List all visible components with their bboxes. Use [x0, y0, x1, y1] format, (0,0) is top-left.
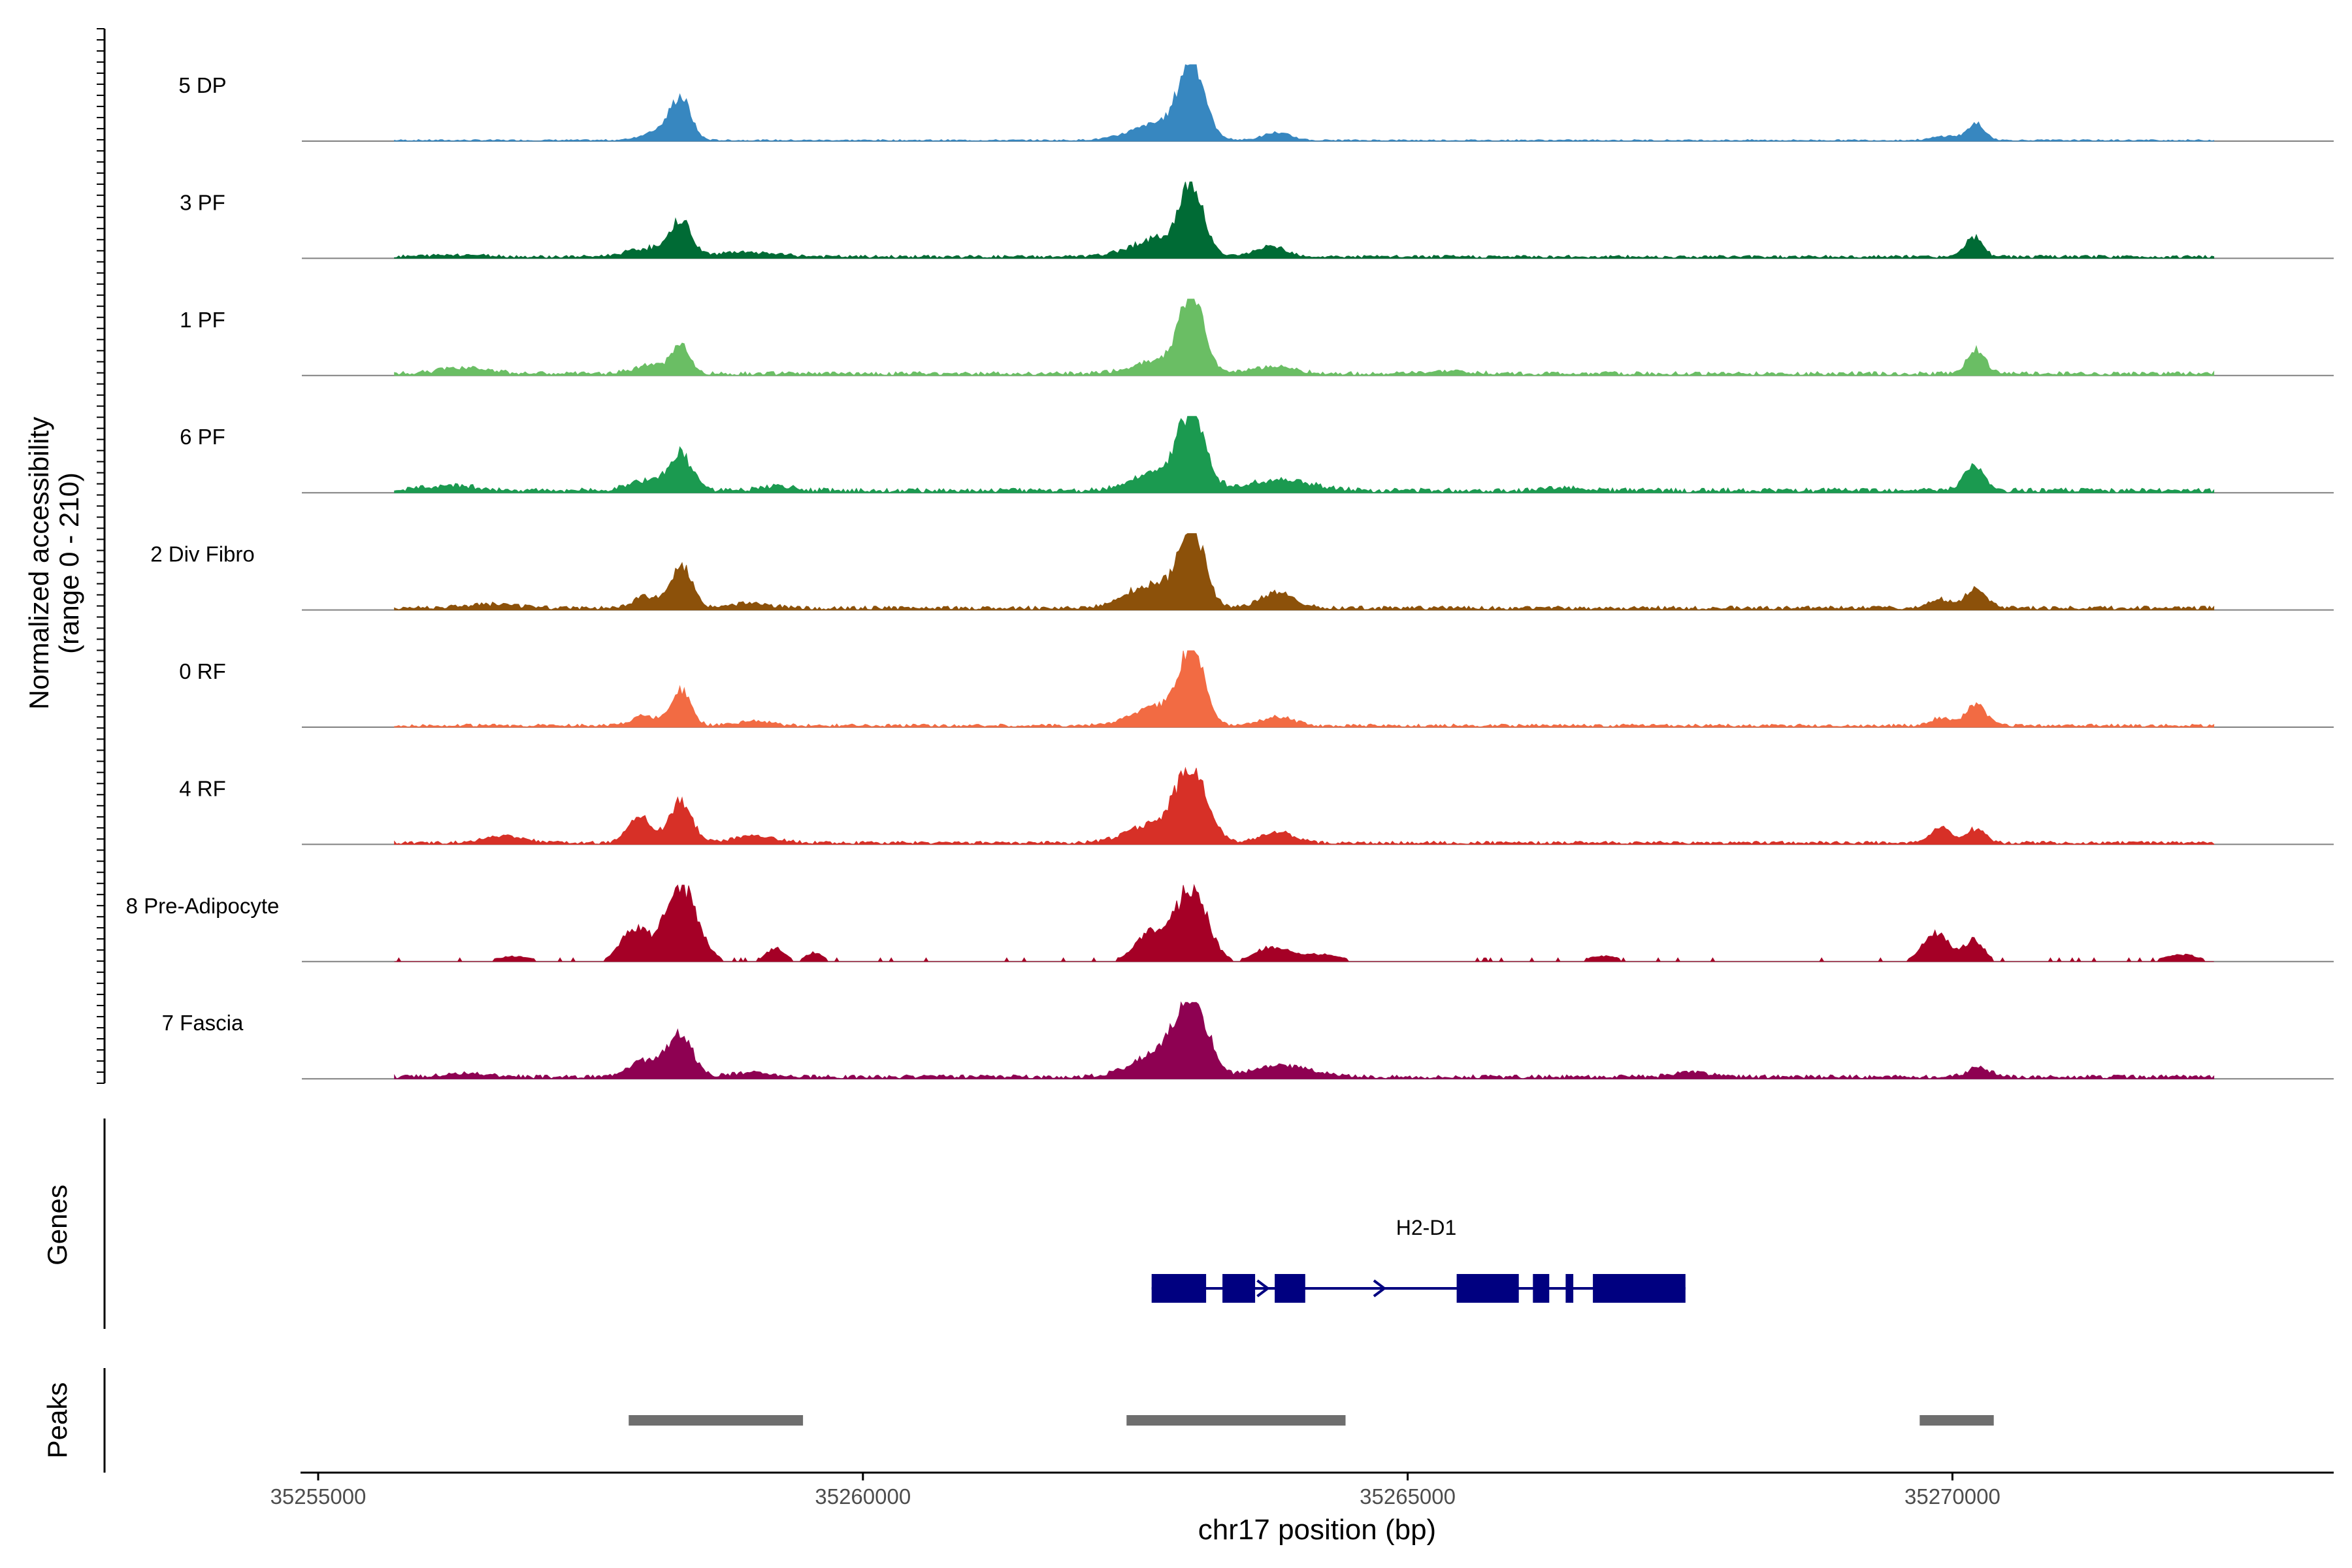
coverage-tracks: 5 DP 3 PF 1 PF 6 PF 2 Div Fibro 0 RF 4 RF 8 Pre…	[126, 64, 2334, 1080]
gene-exon	[1533, 1274, 1550, 1303]
gene-exon	[1593, 1274, 1686, 1303]
coverage-track: 1 PF	[180, 299, 2334, 376]
coverage-track: 7 Fascia	[162, 1001, 2334, 1080]
y-axis-title-line1: Normalized accessibility	[24, 417, 54, 710]
track-label: 1 PF	[180, 308, 225, 332]
gene-model	[1151, 1274, 1686, 1303]
gene-name-label: H2-D1	[1396, 1216, 1456, 1239]
track-label: 6 PF	[180, 425, 225, 449]
gene-exon	[1222, 1274, 1256, 1303]
track-label: 0 RF	[179, 659, 226, 683]
gene-exon	[1456, 1274, 1519, 1303]
peak-regions	[629, 1415, 1994, 1426]
gene-direction-arrow	[1256, 1279, 1270, 1298]
track-label: 2 Div Fibro	[150, 542, 255, 566]
x-axis: 35255000 35260000 35265000 35270000	[270, 1471, 2334, 1509]
x-axis-tick-label: 35260000	[815, 1484, 911, 1509]
coverage-track: 3 PF	[180, 181, 2334, 259]
x-axis-title: chr17 position (bp)	[1198, 1514, 1436, 1546]
gene-exon	[1275, 1274, 1305, 1303]
peak-region-bar	[1919, 1415, 1994, 1426]
gene-direction-arrow	[1152, 1279, 1167, 1298]
coverage-area	[394, 1001, 2215, 1080]
y-axis-title: Normalized accessibility (range 0 - 210)	[24, 417, 84, 710]
coverage-track: 0 RF	[179, 650, 2334, 728]
peaks-label: Peaks	[42, 1382, 73, 1459]
coverage-area	[394, 533, 2215, 611]
peak-region-bar	[629, 1415, 804, 1426]
genes-label: Genes	[42, 1184, 73, 1266]
gene-direction-arrow	[1373, 1279, 1387, 1298]
coverage-area	[394, 883, 2214, 962]
coverage-area	[394, 181, 2215, 259]
peak-region-bar	[1126, 1415, 1346, 1426]
coverage-area	[394, 766, 2215, 845]
track-label: 4 RF	[179, 776, 226, 800]
genes-panel: Genes H2-D1	[42, 1119, 1686, 1329]
y-axis-title-line2: (range 0 - 210)	[54, 472, 84, 654]
x-axis-tick-label: 35270000	[1904, 1484, 2001, 1509]
track-label: 3 PF	[180, 190, 225, 214]
coverage-track: 5 DP	[178, 64, 2334, 142]
x-axis-tick-label: 35265000	[1360, 1484, 1456, 1509]
coverage-area	[394, 650, 2215, 728]
peaks-panel: Peaks	[42, 1368, 1994, 1473]
coverage-y-axis	[97, 28, 106, 1084]
coverage-track: 6 PF	[180, 416, 2334, 494]
coverage-area	[394, 299, 2215, 376]
x-axis-tick-label: 35255000	[270, 1484, 367, 1509]
coverage-area	[394, 416, 2215, 494]
track-label: 5 DP	[178, 73, 226, 97]
coverage-area	[394, 64, 2215, 142]
coverage-track: 8 Pre-Adipocyte	[126, 883, 2334, 962]
track-label: 7 Fascia	[162, 1011, 244, 1035]
coverage-track: 4 RF	[179, 766, 2334, 845]
gene-exon	[1565, 1274, 1574, 1303]
coverage-track: 2 Div Fibro	[150, 533, 2334, 611]
gene-exon	[1151, 1274, 1207, 1303]
track-label: 8 Pre-Adipocyte	[126, 894, 280, 918]
